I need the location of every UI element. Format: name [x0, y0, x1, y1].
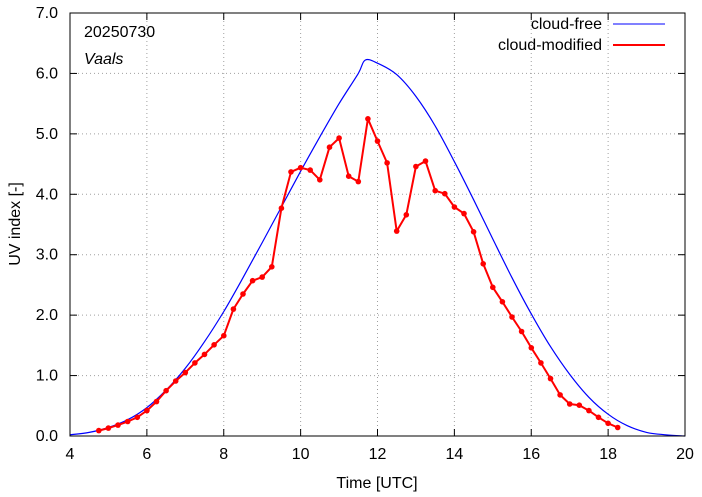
- data-point-cloud-modified: [442, 190, 448, 197]
- data-point-cloud-modified: [307, 167, 314, 173]
- data-point-cloud-modified: [153, 398, 160, 405]
- data-point-cloud-modified: [432, 187, 439, 194]
- y-tick-label: 2.0: [36, 307, 58, 324]
- data-point-cloud-modified: [172, 378, 179, 384]
- data-point-cloud-modified: [201, 351, 208, 358]
- series-line-cloud-modified: [98, 117, 619, 432]
- y-axis-title: UV index [-]: [7, 182, 24, 266]
- y-tick-label: 7.0: [36, 5, 58, 22]
- data-point-cloud-modified: [336, 135, 342, 141]
- data-point-cloud-modified: [221, 332, 227, 339]
- data-point-cloud-modified: [297, 164, 304, 171]
- data-point-cloud-modified: [595, 414, 602, 421]
- data-point-cloud-modified: [538, 360, 544, 366]
- x-tick-label: 4: [66, 446, 75, 463]
- data-point-cloud-modified: [182, 369, 189, 376]
- data-point-cloud-modified: [566, 401, 573, 407]
- series-line-cloud-free: [69, 58, 686, 437]
- x-tick-label: 14: [445, 446, 463, 463]
- data-point-cloud-modified: [134, 414, 141, 421]
- y-tick-label: 1.0: [36, 368, 58, 385]
- data-point-cloud-modified: [144, 407, 150, 414]
- y-tick-label: 4.0: [36, 186, 58, 203]
- y-tick-label: 6.0: [36, 65, 58, 82]
- date-annotation: 20250730: [84, 24, 155, 41]
- y-tick-label: 3.0: [36, 247, 58, 264]
- x-tick-label: 16: [522, 446, 540, 463]
- data-point-cloud-modified: [317, 177, 323, 183]
- data-point-cloud-modified: [105, 425, 112, 431]
- data-point-cloud-modified: [192, 360, 198, 366]
- data-point-cloud-modified: [269, 264, 275, 270]
- data-point-cloud-modified: [115, 422, 121, 428]
- data-point-cloud-modified: [259, 274, 266, 280]
- data-point-cloud-modified: [211, 342, 217, 348]
- data-point-cloud-modified: [480, 261, 487, 267]
- x-axis-title: Time [UTC]: [336, 475, 417, 492]
- axis-ticks: 4 6 8 10 12 14 16 18 20 0.0 1.0 2.0 3.0 4.0 5.0 6.0 7.0: [36, 5, 694, 463]
- x-tick-label: 18: [599, 446, 617, 463]
- data-point-cloud-modified: [557, 392, 563, 398]
- series-layer: [69, 58, 686, 437]
- data-point-cloud-modified: [249, 277, 256, 284]
- data-point-cloud-modified: [499, 299, 506, 305]
- data-point-cloud-modified: [384, 160, 390, 166]
- data-point-cloud-modified: [393, 228, 400, 234]
- data-point-cloud-modified: [413, 163, 419, 170]
- data-point-cloud-modified: [230, 306, 237, 312]
- data-point-cloud-modified: [518, 328, 525, 335]
- data-point-cloud-modified: [509, 314, 515, 320]
- data-point-cloud-modified: [163, 387, 169, 394]
- y-tick-label: 5.0: [36, 126, 58, 143]
- x-tick-label: 10: [292, 446, 310, 463]
- plot-frame: [69, 12, 686, 437]
- data-point-cloud-modified: [547, 375, 554, 382]
- data-point-cloud-modified: [576, 402, 583, 409]
- data-point-cloud-modified: [365, 116, 371, 122]
- data-point-cloud-modified: [614, 424, 621, 431]
- data-point-cloud-modified: [355, 178, 362, 185]
- data-point-cloud-modified: [374, 138, 381, 144]
- data-point-cloud-modified: [326, 144, 333, 150]
- data-point-cloud-modified: [288, 169, 294, 175]
- x-tick-label: 20: [676, 446, 694, 463]
- location-annotation: Vaals: [84, 51, 123, 68]
- data-point-cloud-modified: [586, 407, 592, 414]
- data-point-cloud-modified: [278, 205, 285, 211]
- data-point-cloud-modified: [451, 204, 458, 210]
- data-point-cloud-modified: [422, 158, 429, 164]
- legend-label-cloud-modified: cloud-modified: [498, 37, 602, 54]
- x-tick-label: 12: [369, 446, 387, 463]
- data-point-cloud-modified: [461, 210, 467, 217]
- legend-label-cloud-free: cloud-free: [531, 16, 602, 33]
- data-point-cloud-modified: [96, 427, 102, 434]
- x-tick-label: 6: [142, 446, 151, 463]
- x-tick-label: 8: [219, 446, 228, 463]
- data-point-cloud-modified: [124, 418, 131, 425]
- data-point-cloud-modified: [528, 345, 535, 351]
- y-tick-label: 0.0: [36, 428, 58, 445]
- data-point-cloud-modified: [490, 284, 496, 291]
- data-point-cloud-modified: [605, 420, 611, 427]
- grid-lines: [70, 13, 685, 436]
- data-point-cloud-modified: [403, 212, 410, 218]
- data-point-cloud-modified: [240, 291, 246, 297]
- data-point-cloud-modified: [470, 229, 477, 235]
- data-point-cloud-modified: [345, 173, 352, 179]
- legend: cloud-free cloud-modified: [498, 16, 665, 54]
